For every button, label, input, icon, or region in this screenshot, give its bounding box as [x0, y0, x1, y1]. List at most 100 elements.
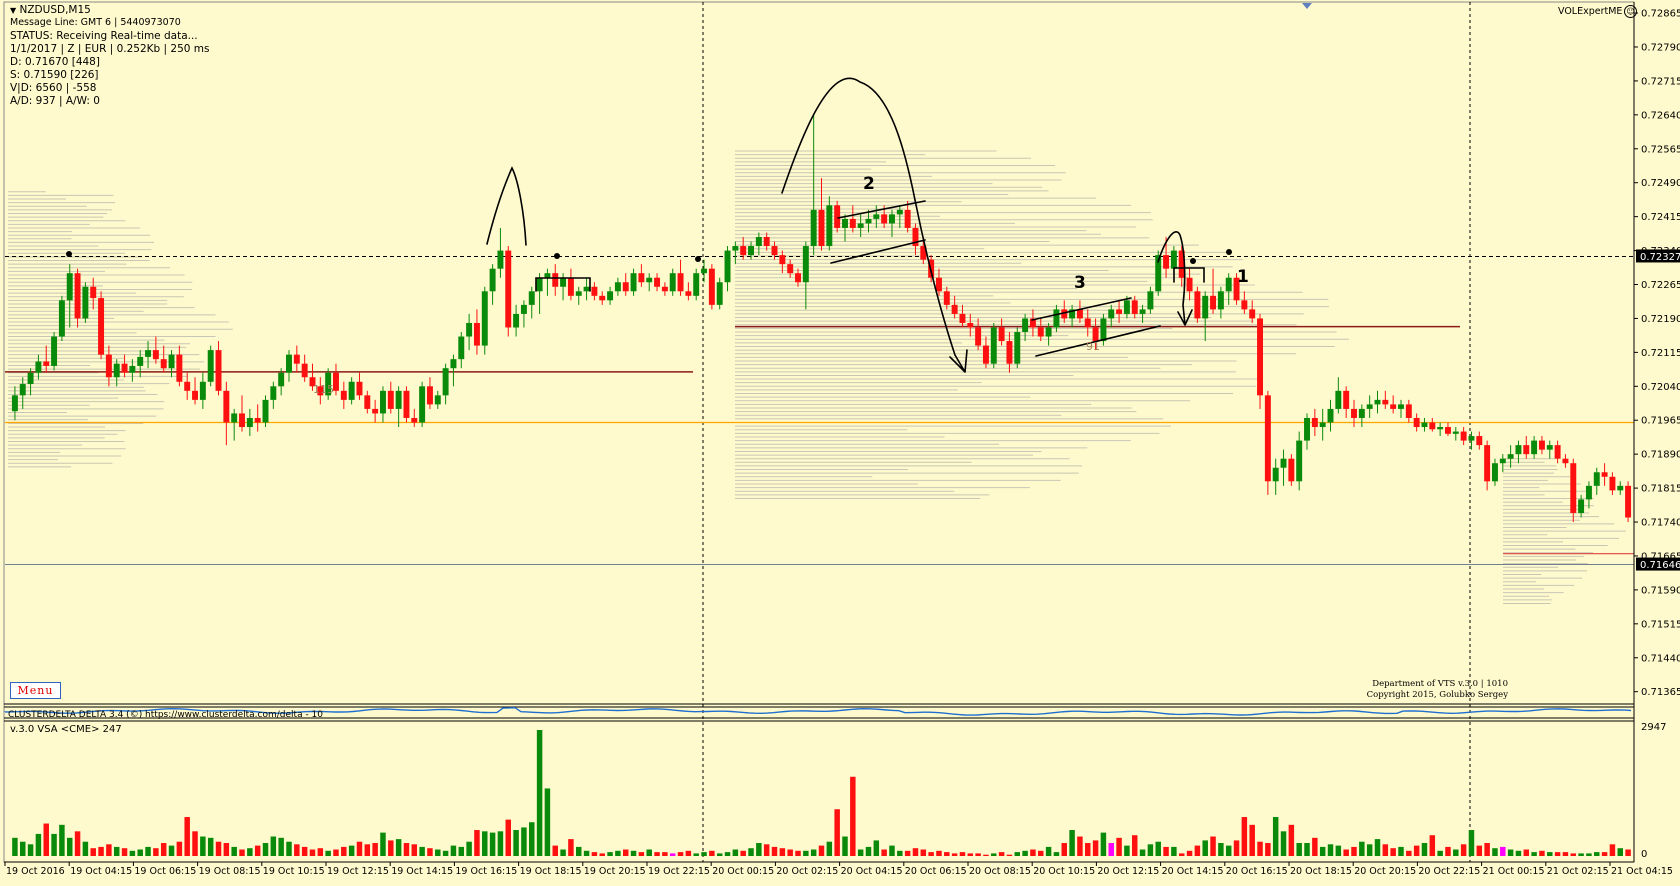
candle — [184, 372, 191, 400]
candle — [1147, 286, 1154, 314]
candle-body — [309, 377, 316, 387]
candle-body — [1280, 458, 1287, 468]
volume-bar — [748, 848, 754, 856]
candle-body — [473, 322, 480, 346]
candle-body — [1585, 485, 1592, 500]
candle — [481, 286, 488, 355]
demand-line: D: 0.71670 [448] — [10, 56, 100, 68]
candle — [810, 114, 817, 256]
candle-body — [481, 291, 488, 346]
candle-body — [1562, 458, 1569, 464]
candle — [442, 363, 449, 405]
volume-bar — [294, 844, 300, 856]
candle — [912, 223, 919, 256]
menu-button[interactable]: Menu — [10, 682, 61, 699]
candle — [1264, 390, 1271, 495]
volume-bar — [403, 843, 410, 856]
candle-body — [1233, 277, 1240, 301]
volume-bar — [1171, 846, 1177, 856]
price-tick-label: 0.72040 — [1641, 382, 1680, 393]
candle — [1437, 422, 1444, 437]
hand-drawn-annotations: 1 2 3 115 91 — [66, 77, 1249, 396]
candle-body — [787, 264, 794, 274]
volume-bar — [482, 831, 488, 856]
candle — [11, 386, 18, 421]
candle — [340, 381, 347, 409]
candle-body — [1155, 255, 1162, 292]
candle-body — [1421, 422, 1428, 428]
candle — [466, 313, 473, 351]
candle — [771, 241, 778, 260]
candle-body — [630, 273, 637, 292]
vsa-max-label: 2947 — [1641, 722, 1666, 733]
volume-bar — [1547, 852, 1553, 856]
candle-body — [348, 381, 355, 400]
annotation-label: 1 — [1237, 267, 1249, 287]
volume-bar — [1014, 852, 1021, 856]
volume-bar — [1092, 840, 1099, 856]
volume-bar — [59, 824, 65, 856]
candle — [614, 277, 621, 296]
volume-bar — [395, 839, 402, 856]
candle — [129, 359, 136, 382]
volume-bar — [1500, 846, 1506, 856]
volume-bar — [529, 822, 535, 856]
candle-body — [1609, 476, 1616, 491]
volume-bar — [646, 849, 652, 856]
time-tick-label: 20 Oct 22:15 — [1418, 866, 1480, 877]
candle — [849, 205, 856, 233]
candle — [1311, 408, 1318, 437]
candle-body — [1076, 309, 1083, 319]
volume-bar — [176, 841, 183, 856]
candle — [246, 408, 253, 437]
candle — [1531, 436, 1538, 459]
candle — [1069, 304, 1076, 328]
candle — [677, 259, 684, 296]
volume-bar — [622, 849, 629, 856]
smiley-icon[interactable]: ☺ — [1624, 5, 1637, 18]
candle — [528, 286, 535, 319]
time-tick-label: 19 Oct 14:15 — [391, 866, 453, 877]
candle — [943, 286, 950, 310]
candle — [90, 277, 97, 310]
candle-body — [1398, 404, 1404, 409]
candle — [1554, 440, 1561, 464]
candle — [333, 363, 339, 396]
volume-bar — [1413, 845, 1420, 856]
candle — [1257, 313, 1264, 409]
candle — [192, 377, 199, 405]
candle-body — [356, 381, 363, 396]
candle — [1468, 431, 1475, 450]
volume-bar — [756, 843, 762, 856]
candle — [795, 268, 801, 287]
candle — [857, 214, 864, 237]
candle-body — [372, 408, 379, 414]
volume-bar — [975, 853, 981, 856]
volume-bar — [20, 841, 26, 856]
candle — [1319, 408, 1326, 441]
candle — [1601, 463, 1608, 486]
candle-body — [270, 386, 277, 400]
candle — [160, 345, 167, 373]
candle-body — [818, 209, 825, 247]
candle-body — [129, 365, 136, 373]
volume-bar — [1131, 835, 1138, 856]
drawn-stroke — [1035, 325, 1161, 357]
chevron-down-icon[interactable]: ▼ — [10, 6, 17, 15]
volume-bar — [716, 853, 723, 856]
volume-bar — [638, 852, 645, 856]
symbol-label: NZDUSD,M15 — [19, 4, 91, 16]
candle-body — [544, 273, 551, 278]
time-tick-label: 19 Oct 16:15 — [455, 866, 517, 877]
symbol-title[interactable]: ▼ NZDUSD,M15 — [10, 4, 91, 17]
candle-body — [693, 273, 700, 296]
candle — [270, 381, 277, 409]
volume-bar — [897, 850, 903, 856]
candle-body — [160, 359, 167, 369]
candle — [379, 386, 386, 423]
candle-body — [1601, 472, 1608, 477]
candle — [215, 341, 222, 396]
candle — [1131, 295, 1138, 319]
